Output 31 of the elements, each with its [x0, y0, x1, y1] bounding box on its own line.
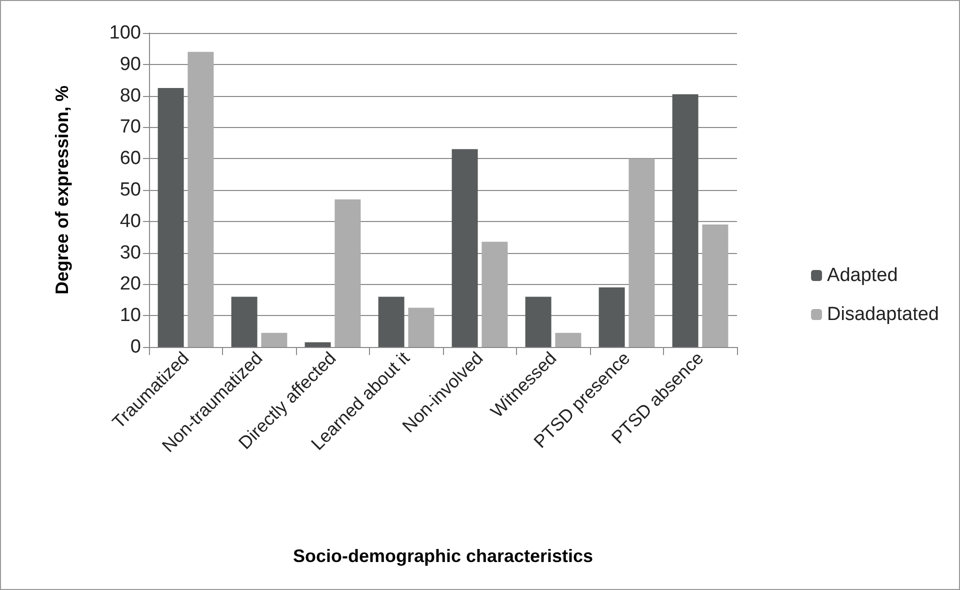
y-tick-label: 10	[120, 305, 141, 326]
bar	[525, 296, 552, 347]
x-axis-title: Socio-demographic characteristics	[292, 546, 594, 566]
bar	[452, 149, 478, 347]
bar	[334, 199, 361, 347]
y-tick-label: 40	[120, 210, 141, 232]
y-tick-label: 30	[120, 242, 141, 264]
y-tick-label: 20	[120, 274, 141, 295]
bar	[555, 332, 582, 347]
bar	[408, 308, 434, 347]
y-tick-label: 60	[120, 148, 141, 170]
y-axis-title: Degree of expression, %	[52, 85, 72, 295]
bar	[598, 287, 625, 347]
bar	[378, 296, 404, 347]
legend-label: Disadaptated	[827, 304, 939, 325]
bar	[628, 158, 655, 347]
bar	[158, 88, 184, 347]
legend-label: Adapted	[827, 265, 898, 286]
y-tick-label: 80	[120, 85, 141, 106]
y-tick-label: 90	[120, 54, 141, 75]
bar	[482, 242, 508, 347]
bar	[672, 94, 698, 347]
bar	[702, 224, 728, 347]
y-tick-label: 100	[109, 22, 141, 44]
bar	[231, 296, 258, 347]
y-tick-label: 0	[130, 336, 141, 358]
bar	[261, 332, 288, 347]
y-tick-label: 70	[120, 116, 141, 138]
bar	[188, 52, 214, 347]
y-tick-label: 50	[120, 180, 141, 200]
bar	[304, 342, 331, 347]
